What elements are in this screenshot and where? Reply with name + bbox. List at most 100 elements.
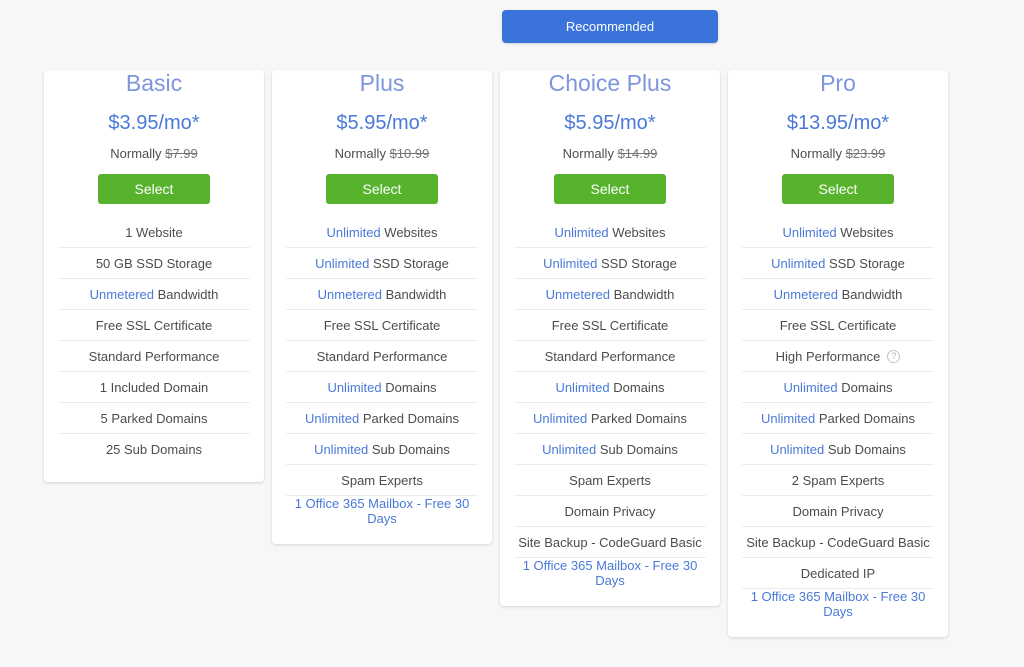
feature-text: Bandwidth xyxy=(837,286,903,302)
feature-row: Free SSL Certificate xyxy=(286,310,478,341)
plan-card: Basic $3.95/mo* Normally $7.99 Select 1 … xyxy=(44,70,264,482)
feature-link[interactable]: Unmetered xyxy=(773,286,838,302)
feature-link[interactable]: Unlimited xyxy=(327,379,382,395)
feature-link[interactable]: Unlimited xyxy=(782,224,837,240)
feature-text: Standard Performance xyxy=(544,348,676,364)
feature-row: Standard Performance xyxy=(286,341,478,372)
feature-text: Spam Experts xyxy=(341,472,423,488)
feature-row: Unlimited Domains xyxy=(514,372,706,403)
feature-text: Websites xyxy=(608,224,666,240)
feature-link[interactable]: Unlimited xyxy=(543,255,598,271)
feature-row: Standard Performance xyxy=(514,341,706,372)
feature-row: 5 Parked Domains xyxy=(58,403,250,434)
feature-text: Site Backup - CodeGuard Basic xyxy=(518,534,702,550)
feature-row: 1 Office 365 Mailbox - Free 30 Days xyxy=(514,558,706,588)
feature-list: Unlimited Websites Unlimited SSD Storage U… xyxy=(742,217,934,619)
feature-link[interactable]: Unlimited xyxy=(305,410,360,426)
plan-card: Choice Plus $5.95/mo* Normally $14.99 Se… xyxy=(500,70,720,606)
feature-text: Sub Domains xyxy=(596,441,678,457)
feature-link[interactable]: Unlimited xyxy=(315,255,370,271)
feature-row: Standard Performance xyxy=(58,341,250,372)
feature-row: Unmetered Bandwidth xyxy=(514,279,706,310)
select-button[interactable]: Select xyxy=(98,174,210,204)
feature-text: Bandwidth xyxy=(381,286,447,302)
feature-row: Unlimited Domains xyxy=(742,372,934,403)
feature-row: Unlimited Websites xyxy=(514,217,706,248)
plan-column-pro: Pro $13.95/mo* Normally $23.99 Select Un… xyxy=(728,44,948,637)
plan-card: Pro $13.95/mo* Normally $23.99 Select Un… xyxy=(728,70,948,637)
feature-link[interactable]: 1 Office 365 Mailbox - Free 30 Days xyxy=(750,589,929,619)
feature-row: Dedicated IP xyxy=(742,558,934,589)
feature-text: Free SSL Certificate xyxy=(779,317,897,333)
original-price: $7.99 xyxy=(165,146,198,161)
feature-text: 1 Website xyxy=(125,224,183,240)
feature-link[interactable]: Unmetered xyxy=(89,286,154,302)
plan-price: $5.95/mo* xyxy=(336,112,428,134)
feature-text: Domain Privacy xyxy=(564,503,656,519)
feature-link[interactable]: Unlimited xyxy=(771,255,826,271)
feature-link[interactable]: 1 Office 365 Mailbox - Free 30 Days xyxy=(522,558,701,588)
plan-price: $5.95/mo* xyxy=(564,112,656,134)
feature-link[interactable]: Unlimited xyxy=(314,441,369,457)
feature-text: Domains xyxy=(609,379,665,395)
plan-column-choice-plus: Choice Plus $5.95/mo* Normally $14.99 Se… xyxy=(500,44,720,606)
feature-row: Free SSL Certificate xyxy=(742,310,934,341)
info-question-icon[interactable]: ? xyxy=(887,349,901,363)
plan-normally: Normally $14.99 xyxy=(514,145,706,162)
original-price: $10.99 xyxy=(389,146,430,161)
feature-text: 5 Parked Domains xyxy=(100,410,208,426)
plan-column-plus: Plus $5.95/mo* Normally $10.99 Select Un… xyxy=(272,44,492,544)
select-button[interactable]: Select xyxy=(782,174,894,204)
plan-name: Pro xyxy=(820,70,856,96)
feature-text: Websites xyxy=(836,224,894,240)
feature-text: Sub Domains xyxy=(368,441,450,457)
feature-row: Unlimited Sub Domains xyxy=(286,434,478,465)
feature-link[interactable]: Unlimited xyxy=(326,224,381,240)
feature-text: SSD Storage xyxy=(597,255,677,271)
feature-row: Spam Experts xyxy=(514,465,706,496)
plan-name: Basic xyxy=(125,70,183,96)
select-button[interactable]: Select xyxy=(554,174,666,204)
feature-link[interactable]: Unlimited xyxy=(761,410,816,426)
feature-link[interactable]: Unmetered xyxy=(317,286,382,302)
feature-text: SSD Storage xyxy=(369,255,449,271)
feature-link[interactable]: Unlimited xyxy=(783,379,838,395)
feature-text: Standard Performance xyxy=(88,348,220,364)
feature-link[interactable]: Unlimited xyxy=(542,441,597,457)
feature-row: 1 Website xyxy=(58,217,250,248)
feature-row: Unlimited Sub Domains xyxy=(514,434,706,465)
feature-link[interactable]: Unlimited xyxy=(555,379,610,395)
feature-link[interactable]: 1 Office 365 Mailbox - Free 30 Days xyxy=(294,496,473,526)
feature-text: Site Backup - CodeGuard Basic xyxy=(746,534,930,550)
feature-row: 25 Sub Domains xyxy=(58,434,250,464)
feature-text: Bandwidth xyxy=(153,286,219,302)
feature-link[interactable]: Unmetered xyxy=(545,286,610,302)
feature-link[interactable]: Unlimited xyxy=(770,441,825,457)
original-price: $23.99 xyxy=(845,146,886,161)
feature-list: 1 Website 50 GB SSD Storage Unmetered Band… xyxy=(58,217,250,464)
feature-text: Sub Domains xyxy=(824,441,906,457)
plan-price: $3.95/mo* xyxy=(108,112,200,134)
feature-text: High Performance xyxy=(775,348,881,364)
feature-link[interactable]: Unlimited xyxy=(554,224,609,240)
plan-card: Plus $5.95/mo* Normally $10.99 Select Un… xyxy=(272,70,492,544)
feature-row: 2 Spam Experts xyxy=(742,465,934,496)
feature-link[interactable]: Unlimited xyxy=(533,410,588,426)
plan-normally: Normally $7.99 xyxy=(58,145,250,162)
feature-row: Unmetered Bandwidth xyxy=(742,279,934,310)
feature-row: Unlimited Parked Domains xyxy=(742,403,934,434)
feature-text: SSD Storage xyxy=(825,255,905,271)
feature-text: Domains xyxy=(381,379,437,395)
feature-row: 50 GB SSD Storage xyxy=(58,248,250,279)
normally-label: Normally xyxy=(334,146,390,161)
feature-text: Parked Domains xyxy=(359,410,459,426)
select-button[interactable]: Select xyxy=(326,174,438,204)
feature-text: Parked Domains xyxy=(587,410,687,426)
feature-text: Free SSL Certificate xyxy=(323,317,441,333)
feature-text: Parked Domains xyxy=(815,410,915,426)
feature-row: Unlimited SSD Storage xyxy=(286,248,478,279)
feature-row: Site Backup - CodeGuard Basic xyxy=(742,527,934,558)
feature-row: High Performance? xyxy=(742,341,934,372)
feature-row: Spam Experts xyxy=(286,465,478,496)
plan-price: $13.95/mo* xyxy=(786,112,890,134)
